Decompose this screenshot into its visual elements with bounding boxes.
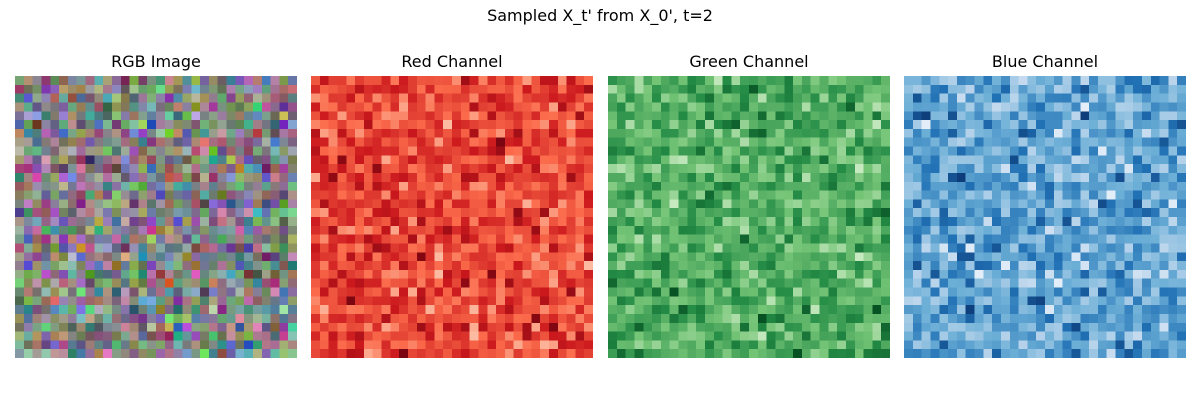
- panel-blue: Blue Channel: [904, 50, 1186, 358]
- heatmap-red-wrap: [311, 76, 593, 358]
- panel-rgb: RGB Image: [15, 50, 297, 358]
- heatmap-rgb: [15, 76, 297, 358]
- figure-title: Sampled X_t' from X_0', t=2: [487, 6, 713, 25]
- heatmap-rgb-wrap: [15, 76, 297, 358]
- heatmap-green-wrap: [608, 76, 890, 358]
- heatmap-blue: [904, 76, 1186, 358]
- panel-green: Green Channel: [608, 50, 890, 358]
- panel-title-rgb: RGB Image: [111, 52, 201, 71]
- heatmap-blue-wrap: [904, 76, 1186, 358]
- heatmap-green: [608, 76, 890, 358]
- panel-red: Red Channel: [311, 50, 593, 358]
- panel-title-green: Green Channel: [689, 52, 809, 71]
- panel-title-blue: Blue Channel: [991, 52, 1099, 71]
- heatmap-red: [311, 76, 593, 358]
- panel-title-red: Red Channel: [401, 52, 503, 71]
